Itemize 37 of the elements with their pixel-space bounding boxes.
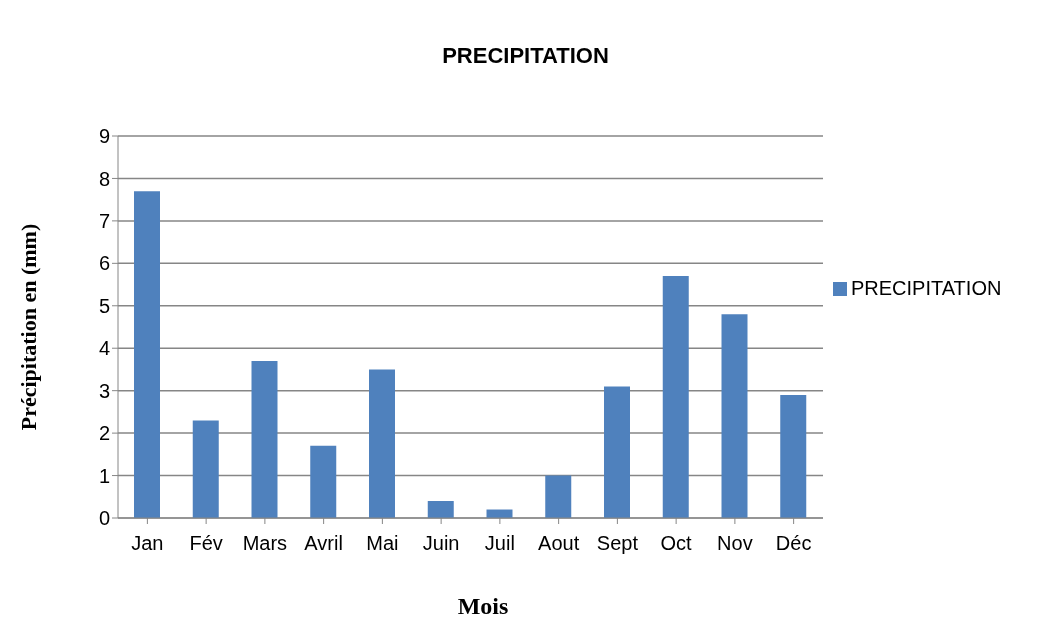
bar (427, 501, 454, 518)
y-tick-label: 4 (98, 337, 110, 360)
x-tick-label: Sept (596, 532, 639, 555)
bar (192, 420, 219, 518)
y-tick-label: 5 (98, 294, 110, 317)
legend-label: PRECIPITATION (851, 276, 1002, 299)
bar (545, 475, 572, 518)
bar (662, 276, 689, 518)
x-axis-title: Mois (456, 593, 510, 620)
bar (369, 369, 395, 518)
y-tick-label: 6 (98, 252, 110, 275)
x-tick-label: Avril (304, 532, 343, 555)
bar (251, 360, 278, 518)
y-tick-label: 7 (98, 209, 110, 232)
bar (780, 394, 807, 518)
x-tick-label: Déc (775, 532, 812, 555)
y-tick-label: 8 (98, 167, 110, 190)
x-tick-label: Nov (717, 532, 753, 555)
bar (604, 386, 630, 518)
y-tick-label: 3 (98, 379, 110, 402)
y-tick-label: 0 (98, 507, 110, 530)
y-tick-label: 1 (98, 464, 110, 487)
x-tick-label: Mai (366, 532, 399, 555)
x-tick-label: Aout (538, 532, 580, 555)
x-tick-label: Mars (242, 532, 288, 555)
x-tick-label: Jan (131, 532, 164, 555)
x-tick-label: Oct (660, 532, 693, 555)
x-tick-label: Fév (189, 532, 223, 555)
chart-title: PRECIPITATION (441, 43, 610, 69)
y-tick-label: 9 (98, 125, 110, 148)
x-tick-label: Juin (422, 532, 460, 555)
y-tick-label: 2 (98, 422, 110, 445)
y-axis-title: Précipitation en (mm) (15, 223, 41, 431)
bar (134, 191, 160, 518)
x-tick-label: Juil (484, 532, 515, 555)
bar (721, 314, 748, 518)
bar (310, 445, 337, 518)
